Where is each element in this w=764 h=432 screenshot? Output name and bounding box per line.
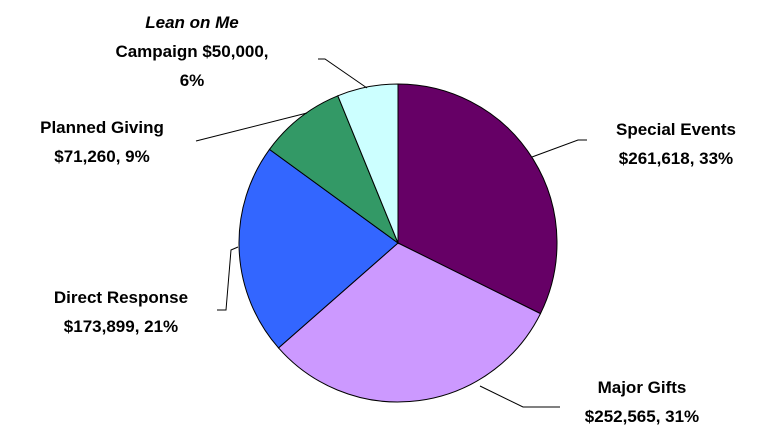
slice-label-special-events-line-1: Special Events (616, 120, 736, 139)
pie-slices (239, 84, 557, 402)
slice-label-special-events-line-2: $261,618, 33% (619, 149, 733, 168)
leader-line-major-gifts (480, 386, 560, 407)
slice-label-direct-response-line-2: $173,899, 21% (64, 317, 178, 336)
slice-label-major-gifts-line-2: $252,565, 31% (585, 407, 699, 426)
slice-label-planned-giving-line-1: Planned Giving (40, 118, 164, 137)
slice-label-major-gifts-line-1: Major Gifts (598, 378, 687, 397)
leader-line-direct-response (217, 247, 238, 310)
slice-label-direct-response-line-1: Direct Response (54, 288, 188, 307)
leader-line-special-events (532, 140, 587, 157)
slice-label-lean-on-me-line-3: 6% (180, 71, 205, 90)
slice-label-lean-on-me-line-2: Campaign $50,000, (115, 42, 268, 61)
slice-label-lean-on-me-line-1: Lean on Me (145, 13, 239, 32)
slice-label-planned-giving-line-2: $71,260, 9% (54, 147, 149, 166)
leader-line-lean-on-me (318, 59, 367, 88)
